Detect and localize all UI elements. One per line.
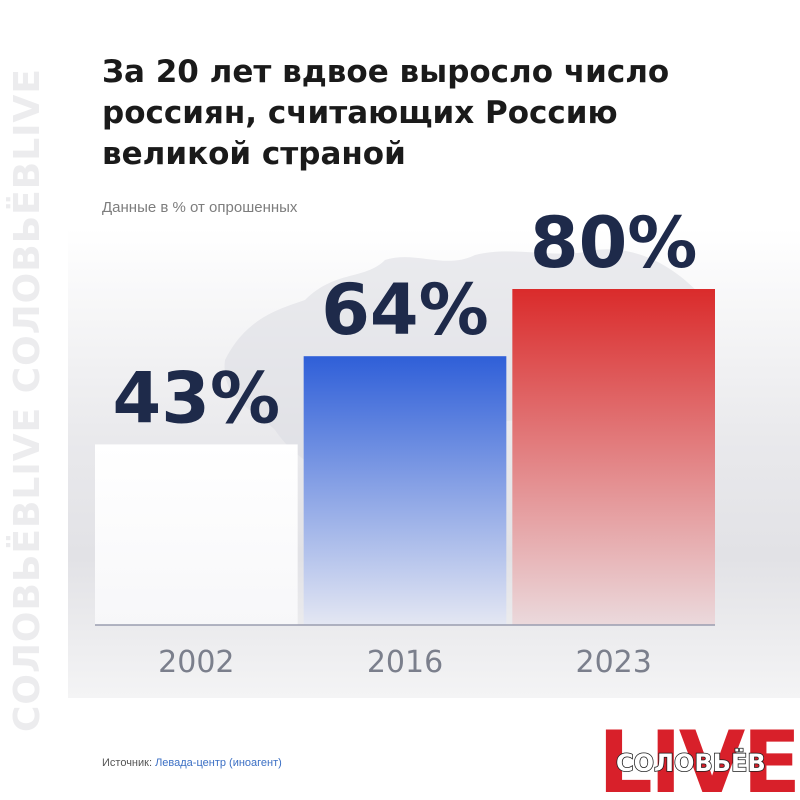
value-label-2002: 43% [113,357,281,439]
bars-layer [95,289,715,625]
chart-subtitle: Данные в % от опрошенных [102,199,298,216]
chart-title: За 20 лет вдвое выросло число россиян, с… [102,52,722,175]
logo-live-text: LIVE [598,727,800,800]
labels-layer: 43% 2002 64% 2016 80% 2023 [113,202,698,680]
source-name-link[interactable]: Левада-центр (иноагент) [155,757,282,769]
x-tick-label-2023: 2023 [575,645,651,680]
bar-2023 [512,289,715,625]
source-note: Источник: Левада-центр (иноагент) [102,757,282,769]
value-label-2023: 80% [530,202,698,284]
bar-2002 [95,444,298,625]
x-tick-label-2002: 2002 [158,645,234,680]
bar-2016 [303,356,507,625]
title-line-2: россиян, считающих Россию [102,95,618,131]
logo-name-text: СОЛОВЬЁВ [615,748,766,778]
title-line-3: великой страной [102,136,406,172]
source-prefix: Источник: [102,757,156,769]
brand-logo: LIVE СОЛОВЬЁВ [598,727,800,800]
value-label-2016: 64% [321,269,489,351]
title-line-1: За 20 лет вдвое выросло число [102,54,670,90]
x-tick-label-2016: 2016 [367,645,443,680]
